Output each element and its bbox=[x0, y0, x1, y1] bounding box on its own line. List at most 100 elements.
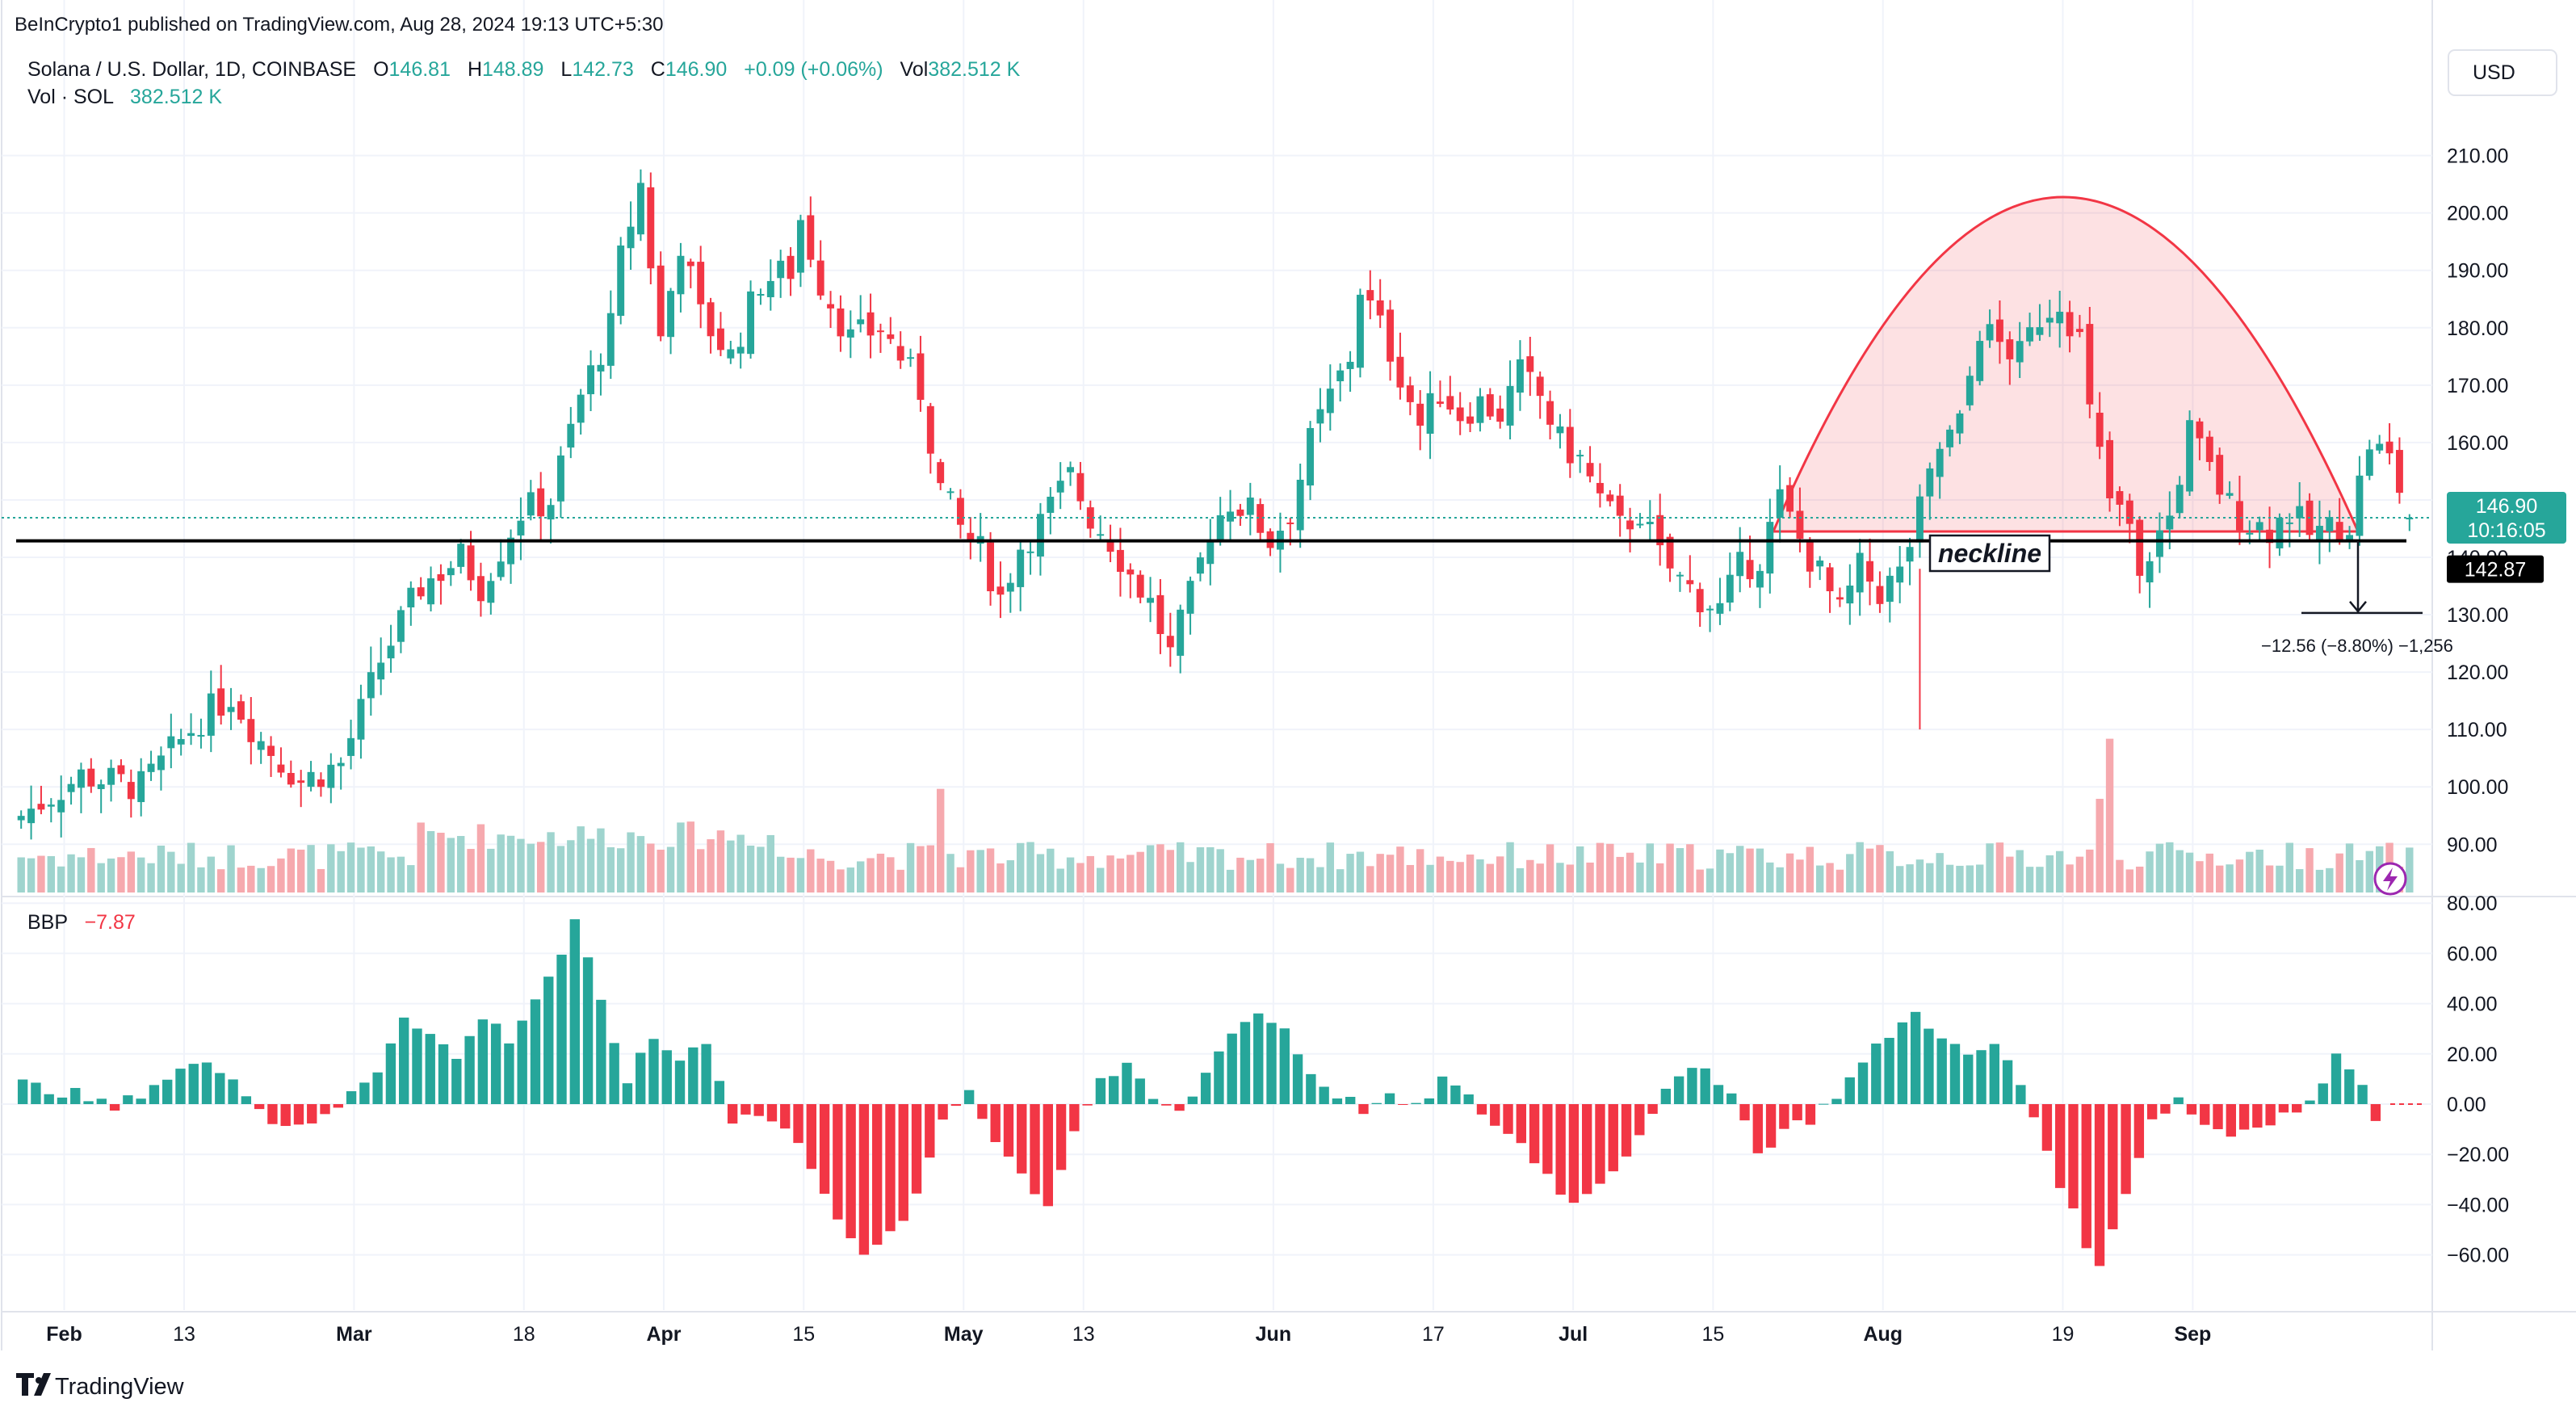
bbp-bar bbox=[938, 1104, 948, 1120]
bbp-bar bbox=[1687, 1068, 1697, 1104]
candle-body bbox=[1416, 403, 1424, 426]
bbp-bar bbox=[1043, 1104, 1053, 1207]
volume-bar bbox=[896, 869, 904, 892]
bbp-tick: −60.00 bbox=[2447, 1245, 2509, 1267]
candle-body bbox=[1227, 511, 1235, 522]
bbp-bar bbox=[280, 1104, 291, 1127]
candle-body bbox=[2186, 420, 2194, 492]
candle-body bbox=[1836, 597, 1844, 600]
bbp-bar bbox=[241, 1096, 252, 1104]
bbp-bar bbox=[504, 1043, 514, 1104]
volume-bar bbox=[47, 855, 56, 892]
volume-bar bbox=[2155, 843, 2164, 892]
volume-bar bbox=[1696, 869, 1704, 892]
volume-bar bbox=[946, 854, 954, 892]
bbp-bar bbox=[1003, 1104, 1014, 1157]
volume-bar bbox=[1546, 844, 1554, 892]
candle-body bbox=[287, 773, 295, 785]
volume-bar bbox=[1036, 854, 1045, 892]
bbp-bar bbox=[359, 1082, 370, 1104]
candle-body bbox=[1776, 489, 1784, 519]
price-tick: 100.00 bbox=[2447, 776, 2508, 799]
bbp-histogram bbox=[17, 919, 2381, 1266]
candle-body bbox=[1047, 496, 1055, 513]
volume-bar bbox=[2096, 799, 2104, 892]
bbp-tick: 60.00 bbox=[2447, 943, 2498, 965]
volume-bar bbox=[976, 850, 984, 892]
bbp-bar bbox=[385, 1043, 396, 1104]
volume-bar bbox=[376, 851, 385, 892]
bbp-bar bbox=[1095, 1077, 1106, 1104]
candle-body bbox=[1466, 416, 1475, 424]
volume-bar bbox=[1136, 851, 1144, 892]
lightning-icon[interactable] bbox=[2373, 862, 2407, 896]
bbp-bar bbox=[2357, 1085, 2368, 1104]
volume-bar bbox=[2196, 861, 2204, 892]
volume-bar bbox=[1476, 859, 1484, 892]
candle-body bbox=[167, 736, 175, 749]
volume-bar bbox=[2276, 865, 2284, 892]
bbp-bar bbox=[1739, 1104, 1750, 1121]
volume-bar bbox=[1566, 864, 1575, 892]
candle-body bbox=[507, 537, 515, 565]
candle-body bbox=[887, 334, 895, 339]
currency-label: USD bbox=[2473, 61, 2515, 84]
candle-body bbox=[647, 187, 655, 269]
volume-bar bbox=[2185, 852, 2194, 892]
candle-body bbox=[876, 330, 884, 333]
candle-body bbox=[1846, 586, 1854, 604]
candle-body bbox=[1636, 523, 1644, 526]
bbp-bar bbox=[950, 1104, 962, 1107]
bbp-bar bbox=[1897, 1022, 1908, 1104]
candle-body bbox=[517, 520, 525, 536]
candle-body bbox=[2106, 439, 2114, 498]
currency-button[interactable]: USD bbox=[2448, 49, 2557, 96]
bbp-bar bbox=[2146, 1104, 2158, 1119]
volume-bar bbox=[1815, 865, 1824, 892]
volume-bar bbox=[147, 863, 155, 892]
bbp-bar bbox=[17, 1079, 28, 1104]
bbp-bar bbox=[1608, 1104, 1618, 1172]
bbp-bar bbox=[1384, 1093, 1395, 1104]
candle-body bbox=[537, 488, 545, 517]
volume-bar bbox=[1735, 846, 1744, 892]
volume-bar bbox=[2175, 850, 2184, 892]
candle-body bbox=[1946, 429, 1954, 447]
bbp-bar bbox=[990, 1104, 1001, 1143]
candle-body bbox=[2226, 493, 2234, 496]
candle-body bbox=[766, 280, 774, 297]
volume-bar bbox=[1446, 860, 1454, 892]
volume-bar bbox=[707, 839, 715, 892]
bbp-bar bbox=[1621, 1104, 1632, 1157]
bbp-bar bbox=[320, 1104, 330, 1115]
bbp-bar bbox=[372, 1072, 383, 1104]
volume-bar bbox=[1516, 867, 1525, 892]
volume-bar bbox=[2235, 859, 2244, 892]
volume-bar bbox=[1396, 846, 1404, 892]
bbp-bar bbox=[2055, 1104, 2066, 1188]
candle-body bbox=[2205, 436, 2213, 463]
bbp-bar bbox=[70, 1088, 81, 1104]
candle-body bbox=[627, 226, 635, 249]
candle-body bbox=[147, 763, 155, 772]
candle-body bbox=[1476, 396, 1484, 423]
volume-bar bbox=[1796, 859, 1804, 892]
candle-body bbox=[1017, 549, 1025, 587]
candle-body bbox=[277, 764, 285, 773]
bbp-bar bbox=[1371, 1102, 1382, 1104]
bbp-bar bbox=[1055, 1104, 1067, 1170]
volume-bar bbox=[837, 869, 845, 892]
bbp-bar bbox=[2016, 1085, 2026, 1104]
candle-body bbox=[2026, 327, 2034, 342]
candle-body bbox=[2045, 317, 2054, 323]
volume-bar bbox=[1486, 863, 1495, 892]
candle-body bbox=[1546, 401, 1554, 425]
bbp-value: −7.87 bbox=[85, 911, 136, 934]
bbp-bar bbox=[1147, 1098, 1159, 1104]
bbp-bar bbox=[1779, 1104, 1789, 1129]
candle-body bbox=[1606, 494, 1614, 502]
volume-bar bbox=[1915, 859, 1924, 892]
volume-bar bbox=[2066, 864, 2074, 892]
bbp-bar bbox=[1109, 1076, 1119, 1104]
candle-body bbox=[457, 544, 465, 567]
